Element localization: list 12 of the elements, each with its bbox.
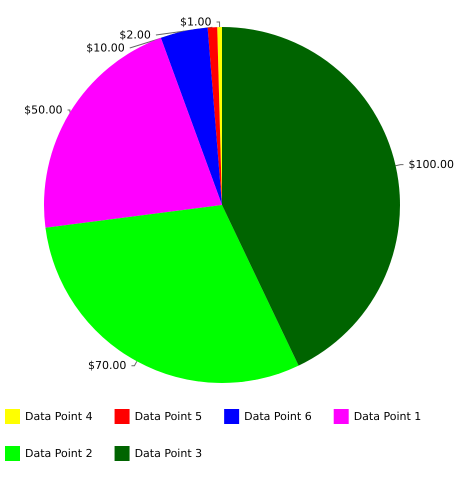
legend-label: Data Point 1 (354, 410, 422, 423)
data-label: $50.00 (24, 103, 63, 116)
legend-label: Data Point 3 (134, 447, 202, 460)
data-label: $1.00 (180, 16, 212, 29)
legend-label: Data Point 4 (25, 410, 93, 423)
data-label: $10.00 (86, 42, 125, 55)
legend-label: Data Point 6 (244, 410, 312, 423)
data-label: $100.00 (408, 158, 454, 172)
data-label: $2.00 (119, 28, 151, 42)
legend-label: Data Point 5 (134, 410, 202, 423)
data-label: $70.00 (88, 359, 126, 372)
legend-label: Data Point 2 (25, 447, 93, 460)
